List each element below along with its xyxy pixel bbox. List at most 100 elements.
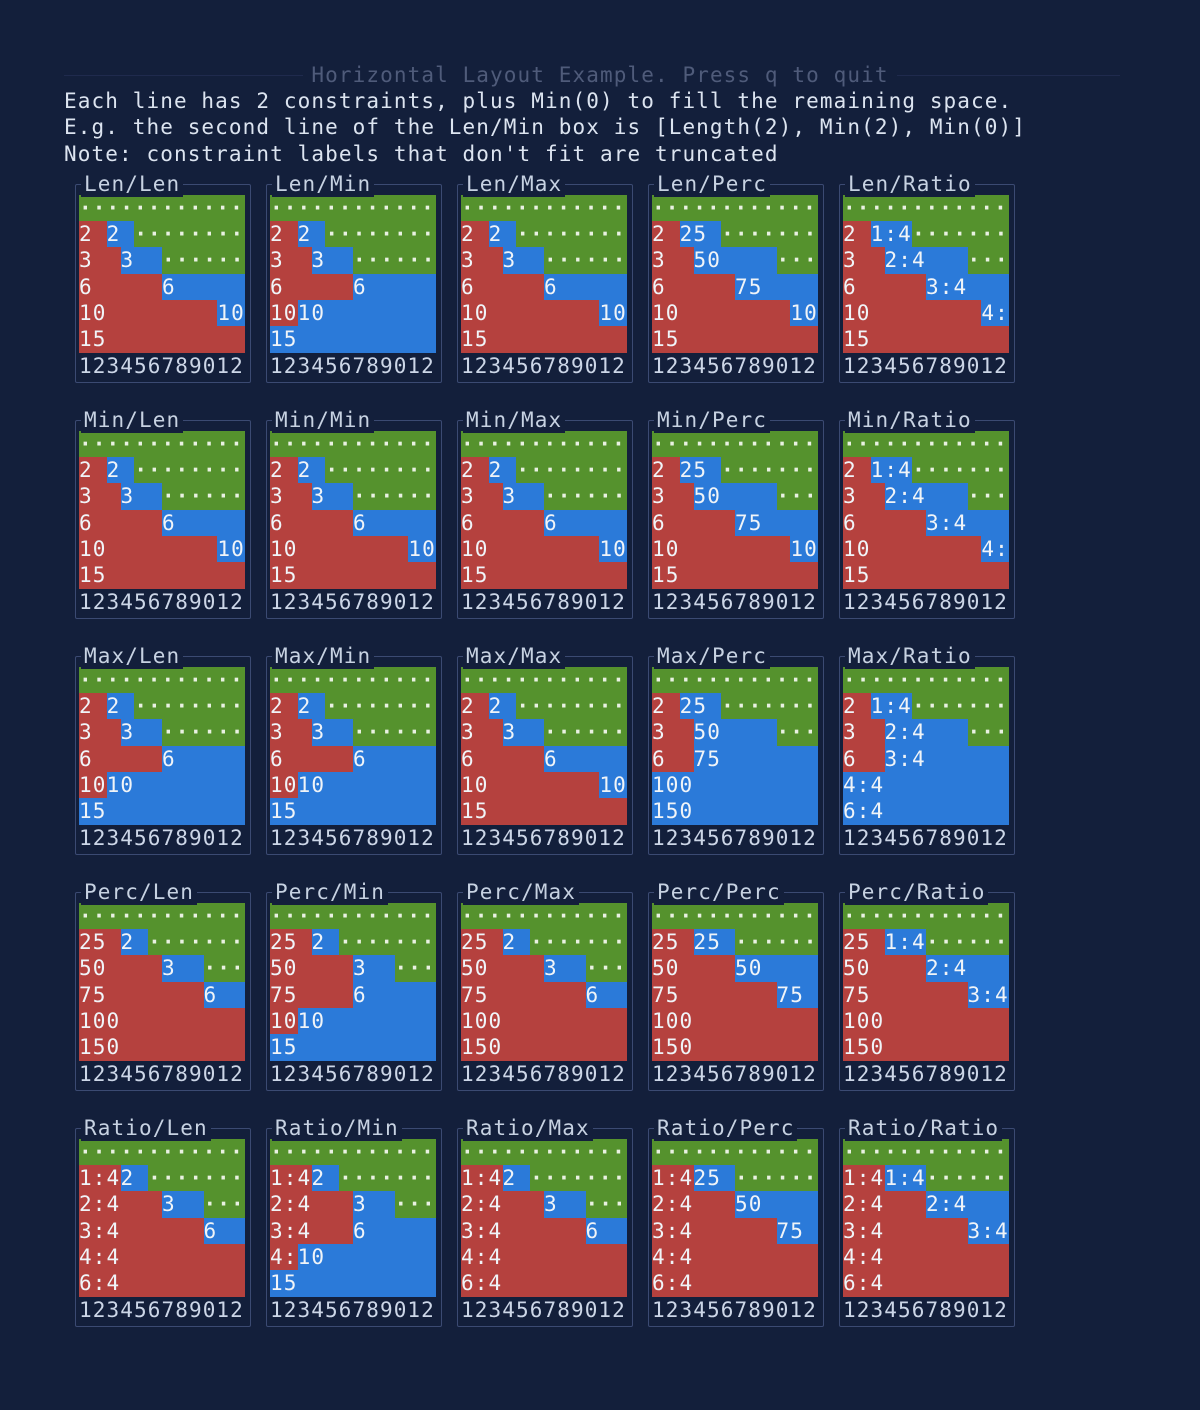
constraint-row: 3 3 ······ (461, 247, 627, 274)
box-content: ············ 1:425 ······ 2:4 50 3:4 75 4:4 6:4 1… (652, 1138, 818, 1323)
box-title: Perc/Max (463, 878, 579, 905)
blue-segment: 2 (297, 221, 326, 248)
blue-segment: 2:4 (884, 483, 968, 510)
red-segment: 4:4 (843, 1244, 1009, 1271)
red-segment: 10 (270, 536, 409, 563)
red-segment: 100 (79, 1008, 245, 1035)
constraint-row: 50 2:4 (843, 955, 1009, 982)
box-content: ············ 2 25 ······· 3 50 ··· 6 75 10 10 15 123… (652, 430, 818, 615)
red-segment: 25 (270, 929, 312, 956)
blue-segment: 6 (162, 273, 245, 301)
blue-segment: 3:4 (967, 981, 1009, 1009)
constraint-row: 6 75 (652, 509, 818, 537)
blue-segment: 3 (353, 1191, 395, 1218)
red-segment: 15 (652, 562, 818, 589)
red-segment: 3:4 (843, 1217, 968, 1245)
constraint-row: 1:41:4······ (843, 1165, 1009, 1192)
constraint-row: 1:425 ······ (652, 1165, 818, 1192)
blue-segment: 2 (297, 693, 326, 720)
red-segment: 3:4 (461, 1217, 586, 1245)
spacer-segment: ········ (134, 693, 245, 720)
axis-row: 123456789012 (843, 589, 1008, 614)
box-title: Min/Max (463, 406, 566, 433)
blue-segment: 15 (270, 1034, 436, 1061)
constraint-row: 75 6 (79, 981, 245, 1009)
red-segment: 3 (270, 247, 312, 274)
constraint-row: 3 2:4 ··· (843, 719, 1009, 746)
red-segment: 100 (652, 1008, 818, 1035)
constraint-row: 15 (270, 1270, 436, 1297)
constraint-row: 1:42 ······· (79, 1165, 245, 1192)
blue-segment: 100 (652, 772, 818, 799)
constraint-row: 25 2 ······· (79, 929, 245, 956)
axis-row: 123456789012 (79, 1061, 244, 1086)
spacer-segment: ············ (843, 194, 1009, 222)
blue-segment: 6 (353, 981, 436, 1009)
constraint-row: 1010 (270, 1008, 436, 1035)
constraint-row: 2 1:4······· (843, 693, 1009, 720)
constraint-row: 50 3 ··· (270, 955, 436, 982)
blue-segment: 75 (693, 745, 818, 773)
blue-segment: 6 (544, 745, 627, 773)
spacer-segment: ······· (339, 1165, 436, 1192)
constraint-row: 4:10 (270, 1244, 436, 1271)
red-segment: 2 (461, 221, 489, 248)
red-segment: 6 (270, 273, 353, 301)
panel-ratio-max: Ratio/Max ············ 1:42 ······· 2:4 3 ···… (457, 1114, 633, 1327)
blue-segment: 10 (297, 1244, 436, 1271)
spacer-segment: ······ (735, 1165, 818, 1192)
panel-perc-len: Perc/Len ············ 25 2 ······· 50 3 ··· 75 6… (75, 878, 251, 1091)
spacer-segment: ············ (461, 902, 627, 930)
spacer-segment: ············ (270, 430, 436, 458)
constraint-row: 15 (461, 562, 627, 589)
red-segment: 3 (270, 719, 312, 746)
constraint-row: 50 3 ··· (461, 955, 627, 982)
red-segment: 6 (652, 745, 694, 773)
box-title: Ratio/Len (81, 1114, 211, 1141)
constraint-row: 1010 (270, 300, 436, 327)
constraint-grid: Len/Len ············ 2 2 ········ 3 3 ······ 6 6… (75, 170, 1200, 1327)
blue-segment: 10 (408, 536, 436, 563)
blue-segment: 6 (544, 509, 627, 537)
spacer-segment: ······ (353, 247, 436, 274)
red-segment: 6 (652, 509, 735, 537)
constraint-row: 50 50 (652, 955, 818, 982)
constraint-row: ············ (270, 902, 436, 930)
axis-row: 123456789012 (270, 825, 435, 850)
blue-segment: 3 (544, 1191, 586, 1218)
spacer-segment: ··· (967, 719, 1009, 746)
axis-row: 123456789012 (652, 1297, 817, 1322)
blue-segment: 3 (311, 483, 353, 510)
spacer-segment: ············ (79, 430, 245, 458)
constraint-row: 25 2 ······· (461, 929, 627, 956)
blue-segment: 3 (502, 247, 544, 274)
red-segment: 15 (461, 326, 627, 353)
constraint-row: 150 (652, 798, 818, 825)
constraint-row: 6:4 (79, 1270, 245, 1297)
constraint-row: 25 2 ······· (270, 929, 436, 956)
red-segment: 100 (843, 1008, 1009, 1035)
constraint-row: 2 1:4······· (843, 457, 1009, 484)
red-segment: 3 (461, 719, 503, 746)
constraint-row: 2 25 ······· (652, 457, 818, 484)
constraint-row: 4:4 (461, 1244, 627, 1271)
constraint-row: 2 25 ······· (652, 693, 818, 720)
axis-row: 123456789012 (461, 1061, 626, 1086)
blue-segment: 1:4 (870, 693, 913, 720)
box-content: ············ 1:42 ······· 2:4 3 ··· 3:4 6 4:4 6:4… (79, 1138, 245, 1323)
box-content: ············ 25 2 ······· 50 3 ··· 75 6 100 150 123… (79, 902, 245, 1087)
red-segment: 2 (652, 457, 680, 484)
panel-perc-perc: Perc/Perc ············ 25 25 ······ 50 50 75 75… (648, 878, 824, 1091)
panel-max-len: Max/Len ············ 2 2 ········ 3 3 ······ 6 6… (75, 642, 251, 855)
box-title: Min/Perc (654, 406, 770, 433)
blue-segment: 15 (270, 1270, 436, 1297)
panel-len-perc: Len/Perc ············ 2 25 ······· 3 50 ··· 6 75… (648, 170, 824, 383)
red-segment: 3:4 (652, 1217, 777, 1245)
red-segment: 50 (652, 955, 735, 982)
blue-segment: 3 (353, 955, 395, 982)
